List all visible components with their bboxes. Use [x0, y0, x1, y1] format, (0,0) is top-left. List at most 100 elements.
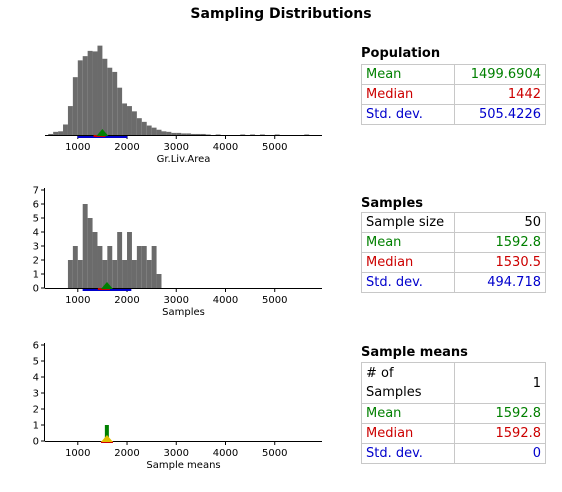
stat-value: 1442: [454, 84, 546, 105]
histogram-bar: [48, 133, 54, 135]
histogram-bar: [77, 260, 83, 288]
y-tick-label: 6: [33, 200, 39, 211]
y-tick-label: 1: [33, 421, 39, 432]
population-median-row: Median 1442: [361, 84, 546, 105]
stat-label: # of Samples: [361, 362, 455, 404]
histogram-bar: [77, 60, 83, 135]
x-tick-label: 4000: [213, 448, 238, 459]
sample-means-title: Sample means: [361, 345, 468, 360]
mean-marker: [100, 282, 113, 289]
histogram-bar: [112, 71, 118, 135]
y-tick-label: 2: [33, 405, 39, 416]
histogram-bar: [171, 132, 177, 135]
histogram-bar: [215, 134, 221, 135]
histogram-bar: [67, 260, 73, 288]
y-tick-label: 3: [33, 389, 39, 400]
histogram-bar: [67, 106, 73, 135]
histogram-bar: [87, 50, 93, 135]
stat-label: Median: [361, 84, 455, 105]
histogram-bar: [102, 58, 108, 135]
histogram-bar: [127, 232, 132, 288]
x-axis-title: Sample means: [146, 460, 220, 471]
x-tick-label: 4000: [213, 295, 238, 306]
histogram-bar: [127, 106, 132, 135]
stat-label: Median: [361, 252, 455, 273]
stat-label: Std. dev.: [361, 272, 455, 293]
x-tick-label: 2000: [114, 295, 139, 306]
y-tick-label: 7: [33, 186, 39, 197]
stat-value: 1592.8: [454, 403, 546, 424]
histogram-bar: [200, 133, 206, 135]
stat-label: Mean: [361, 403, 455, 424]
histogram-bar: [72, 77, 78, 135]
samples-mean-row: Mean 1592.8: [361, 232, 546, 253]
histogram-bar: [122, 103, 128, 135]
population-stats-table: Mean 1499.6904 Median 1442 Std. dev. 505…: [361, 64, 546, 125]
samples-title: Samples: [361, 196, 423, 211]
x-tick-label: 4000: [213, 142, 238, 153]
stat-label: Sample size: [361, 212, 455, 233]
histogram-bar: [181, 133, 187, 135]
stat-value: 1: [454, 362, 546, 404]
histogram-bar: [82, 56, 88, 136]
y-tick-label: 3: [33, 242, 39, 253]
histogram-bar: [58, 131, 64, 135]
histogram-bar: [117, 232, 123, 288]
stat-label: Median: [361, 423, 455, 444]
samples-median-row: Median 1530.5: [361, 252, 546, 273]
x-tick-label: 2000: [114, 448, 139, 459]
histogram-bar: [107, 67, 113, 135]
sample-means-stats-table: # of Samples 1 Mean 1592.8 Median 1592.8…: [361, 362, 546, 464]
x-tick-label: 1000: [65, 448, 90, 459]
population-sd-row: Std. dev. 505.4226: [361, 104, 546, 125]
histogram-bar: [191, 133, 196, 135]
population-mean-row: Mean 1499.6904: [361, 64, 546, 85]
histogram-bar: [136, 118, 142, 135]
y-tick-label: 6: [33, 341, 39, 352]
histogram-bar: [205, 134, 211, 135]
histogram-bar: [122, 260, 128, 288]
x-tick-label: 1000: [65, 295, 90, 306]
stat-label: Std. dev.: [361, 104, 455, 125]
histogram-bar: [186, 133, 192, 135]
y-tick-label: 0: [33, 284, 39, 295]
histogram-bar: [102, 260, 108, 288]
x-tick-label: 3000: [164, 142, 189, 153]
x-axis-title: Samples: [162, 307, 205, 318]
population-histogram: 1000 2000 3000 4000 5000 Gr.Liv.Area: [45, 45, 322, 165]
histogram-bar: [240, 134, 246, 135]
samples-histogram: 1000 2000 3000 4000 5000 Samples 0 1 2 3 4 5 6 7: [33, 186, 322, 318]
stat-value: 505.4226: [454, 104, 546, 125]
histogram-bar: [250, 134, 256, 135]
stat-value: 50: [454, 212, 546, 233]
y-tick-label: 0: [33, 437, 39, 448]
stat-label: Std. dev.: [361, 443, 455, 464]
y-tick-label: 2: [33, 256, 39, 267]
histogram-bar: [63, 124, 68, 135]
samples-stats-table: Sample size 50 Mean 1592.8 Median 1530.5…: [361, 212, 546, 293]
histogram-bar: [53, 131, 59, 135]
histogram-bar: [131, 260, 137, 288]
stat-value: 1530.5: [454, 252, 546, 273]
histogram-bar: [97, 45, 103, 135]
histogram-bar: [112, 260, 118, 288]
histogram-bar: [146, 260, 152, 288]
x-tick-label: 5000: [262, 295, 287, 306]
histogram-bar: [131, 111, 137, 135]
histogram-bar: [156, 129, 162, 135]
stat-label: Mean: [361, 232, 455, 253]
y-tick-label: 1: [33, 270, 39, 281]
y-tick-label: 4: [33, 228, 39, 239]
mean-marker: [96, 129, 109, 136]
sample-means-mean-row: Mean 1592.8: [361, 403, 546, 424]
histogram-bar: [136, 246, 142, 288]
histogram-bar: [97, 246, 103, 288]
x-tick-label: 3000: [164, 448, 189, 459]
histogram-bar: [151, 246, 157, 288]
histogram-bar: [274, 134, 280, 135]
histogram-bar: [92, 232, 98, 288]
x-tick-label: 5000: [262, 448, 287, 459]
histogram-bar: [146, 125, 152, 135]
x-tick-label: 5000: [262, 142, 287, 153]
x-tick-label: 1000: [65, 142, 90, 153]
